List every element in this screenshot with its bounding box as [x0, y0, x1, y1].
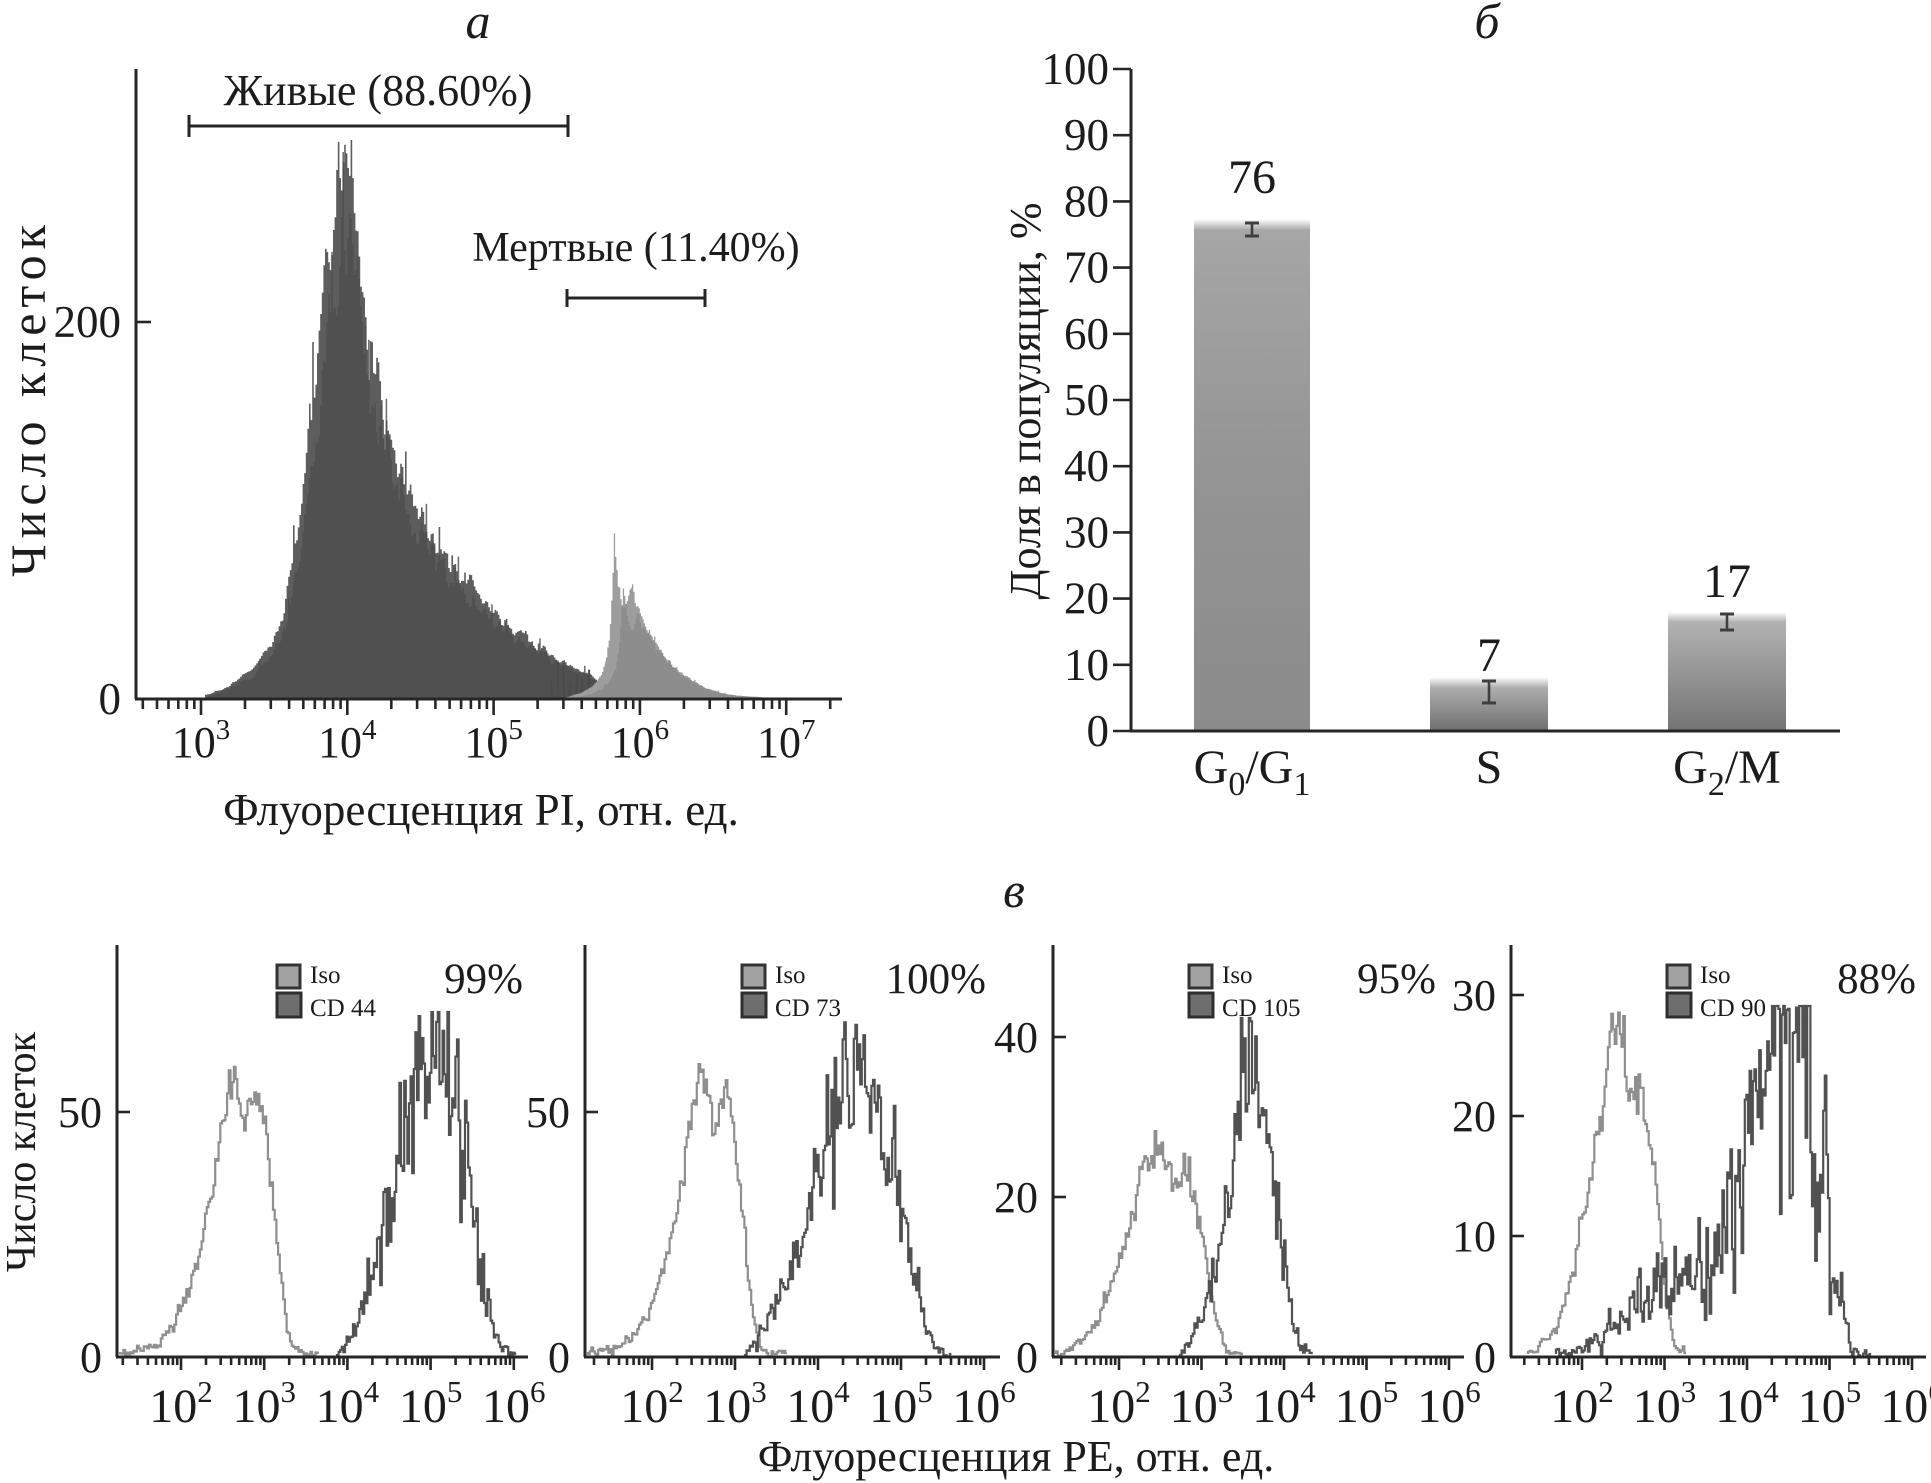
svg-text:102: 102 [620, 1374, 684, 1433]
svg-text:106: 106 [1417, 1374, 1481, 1433]
svg-text:99%: 99% [444, 956, 523, 1003]
svg-text:0: 0 [99, 674, 122, 724]
svg-text:10: 10 [1452, 1212, 1496, 1261]
svg-text:76: 76 [1228, 151, 1276, 204]
svg-text:20: 20 [1064, 574, 1109, 624]
svg-text:30: 30 [1064, 507, 1109, 557]
svg-text:80: 80 [1064, 176, 1109, 226]
svg-text:40: 40 [1064, 441, 1109, 491]
svg-text:200: 200 [54, 297, 122, 347]
svg-text:20: 20 [994, 1173, 1038, 1222]
svg-text:107: 107 [757, 714, 816, 767]
svg-text:0: 0 [1087, 706, 1110, 756]
svg-text:Живые (88.60%): Живые (88.60%) [224, 66, 533, 115]
svg-text:17: 17 [1703, 555, 1751, 608]
svg-text:105: 105 [464, 714, 522, 767]
svg-text:CD 105: CD 105 [1222, 995, 1300, 1022]
svg-text:105: 105 [1798, 1374, 1862, 1433]
svg-text:50: 50 [58, 1088, 102, 1137]
svg-text:б: б [1474, 0, 1501, 49]
svg-text:7: 7 [1477, 629, 1501, 682]
svg-text:Iso: Iso [1222, 962, 1253, 989]
svg-text:Мертвые (11.40%): Мертвые (11.40%) [472, 225, 799, 271]
svg-text:95%: 95% [1357, 956, 1436, 1003]
svg-text:0: 0 [80, 1333, 102, 1382]
svg-text:106: 106 [482, 1374, 546, 1433]
svg-text:CD 44: CD 44 [310, 995, 376, 1022]
svg-text:102: 102 [149, 1374, 213, 1433]
svg-text:Iso: Iso [310, 962, 341, 989]
svg-text:a: a [466, 0, 491, 49]
svg-text:10: 10 [1064, 640, 1109, 690]
svg-text:Iso: Iso [775, 962, 806, 989]
svg-text:104: 104 [786, 1374, 850, 1433]
svg-text:106: 106 [611, 714, 670, 767]
svg-text:50: 50 [1064, 375, 1109, 425]
svg-text:104: 104 [1715, 1374, 1779, 1433]
svg-text:103: 103 [1170, 1374, 1234, 1433]
svg-text:в: в [1003, 862, 1025, 918]
svg-text:Доля в популяции, %: Доля в популяции, % [1001, 202, 1050, 599]
svg-text:105: 105 [869, 1374, 933, 1433]
svg-text:50: 50 [526, 1088, 570, 1137]
svg-text:106: 106 [1880, 1374, 1931, 1433]
svg-text:Iso: Iso [1700, 962, 1731, 989]
svg-text:106: 106 [952, 1374, 1016, 1433]
svg-text:40: 40 [994, 1013, 1038, 1062]
svg-text:104: 104 [318, 714, 377, 767]
svg-text:G0/G1: G0/G1 [1194, 741, 1311, 803]
svg-text:90: 90 [1064, 110, 1109, 160]
svg-text:100: 100 [1042, 44, 1110, 94]
svg-text:S: S [1476, 741, 1503, 794]
svg-text:102: 102 [1550, 1374, 1614, 1433]
svg-text:Флуоресценция PI, отн. ед.: Флуоресценция PI, отн. ед. [223, 785, 739, 835]
svg-text:103: 103 [703, 1374, 767, 1433]
svg-text:105: 105 [1335, 1374, 1399, 1433]
svg-text:103: 103 [172, 714, 231, 767]
svg-text:100%: 100% [886, 956, 986, 1003]
svg-text:105: 105 [399, 1374, 463, 1433]
svg-text:Число клеток: Число клеток [0, 219, 56, 577]
svg-text:0: 0 [548, 1333, 570, 1382]
svg-text:104: 104 [1252, 1374, 1316, 1433]
svg-text:60: 60 [1064, 309, 1109, 359]
svg-text:0: 0 [1016, 1333, 1038, 1382]
svg-text:102: 102 [1087, 1374, 1151, 1433]
svg-text:CD 90: CD 90 [1700, 995, 1766, 1022]
svg-text:20: 20 [1452, 1092, 1496, 1141]
svg-text:G2/M: G2/M [1673, 741, 1781, 803]
svg-text:88%: 88% [1837, 956, 1916, 1003]
svg-text:104: 104 [316, 1374, 380, 1433]
svg-text:30: 30 [1452, 971, 1496, 1020]
svg-text:Флуоресценция PE, отн. ед.: Флуоресценция PE, отн. ед. [758, 1432, 1274, 1481]
svg-text:CD 73: CD 73 [775, 995, 841, 1022]
svg-text:103: 103 [232, 1374, 296, 1433]
svg-text:103: 103 [1633, 1374, 1697, 1433]
svg-text:Число клеток: Число клеток [0, 1031, 45, 1272]
svg-text:70: 70 [1064, 243, 1109, 293]
svg-text:0: 0 [1474, 1333, 1496, 1382]
